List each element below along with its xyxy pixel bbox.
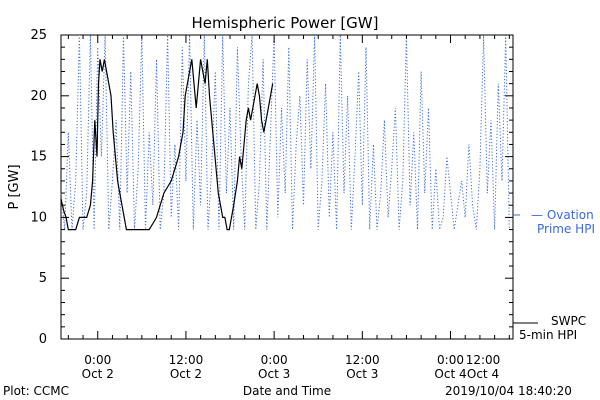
y-tick-label: 20 xyxy=(30,89,47,104)
y-tick-label: 0 xyxy=(39,332,47,347)
plot-timestamp: 2019/10/04 18:40:20 xyxy=(445,384,572,398)
legend-ovation-line2: Prime HPI xyxy=(537,222,595,236)
chart-title: Hemispheric Power [GW] xyxy=(192,14,379,32)
legend-swpc-line2: 5-min HPI xyxy=(519,328,577,342)
x-tick-date-label: Oct 4 xyxy=(434,367,466,381)
legend-ovation: — Ovation Prime HPI xyxy=(513,208,595,236)
x-tick-time-label: 0:00 xyxy=(437,353,464,367)
x-tick-time-label: 12:00 xyxy=(466,353,501,367)
x-tick-date-label: Oct 2 xyxy=(82,367,114,381)
plot-frame xyxy=(60,34,514,340)
plot-credit: Plot: CCMC xyxy=(3,384,69,398)
y-tick-label: 15 xyxy=(30,150,47,165)
x-tick-time-label: 12:00 xyxy=(345,353,380,367)
x-tick-time-label: 0:00 xyxy=(261,353,288,367)
y-tick-label: 10 xyxy=(30,210,47,225)
swpc-series-layer xyxy=(60,59,274,231)
legend-swpc-line1: SWPC xyxy=(551,314,586,328)
x-tick-date-label: Oct 2 xyxy=(170,367,202,381)
y-axis-ticks: 0 5 10 15 20 25 xyxy=(30,28,513,347)
x-tick-date-label: Oct 3 xyxy=(258,367,290,381)
ovation-prime-series-line xyxy=(60,34,510,230)
y-axis-label: P [GW] xyxy=(7,164,22,209)
legend-ovation-line1: — Ovation xyxy=(531,208,594,222)
legend: — Ovation Prime HPI SWPC 5-min HPI xyxy=(513,208,595,342)
ovation-series-layer xyxy=(60,34,510,230)
x-axis-label: Date and Time xyxy=(243,384,331,398)
legend-swpc: SWPC 5-min HPI xyxy=(513,314,586,342)
x-tick-time-label: 12:00 xyxy=(169,353,204,367)
x-tick-date-label: Oct 3 xyxy=(346,367,378,381)
y-tick-label: 5 xyxy=(39,271,47,286)
x-tick-date-label: Oct 4 xyxy=(467,367,499,381)
swpc-series-line xyxy=(60,59,274,231)
x-tick-time-label: 0:00 xyxy=(84,353,111,367)
y-tick-label: 25 xyxy=(30,28,47,43)
